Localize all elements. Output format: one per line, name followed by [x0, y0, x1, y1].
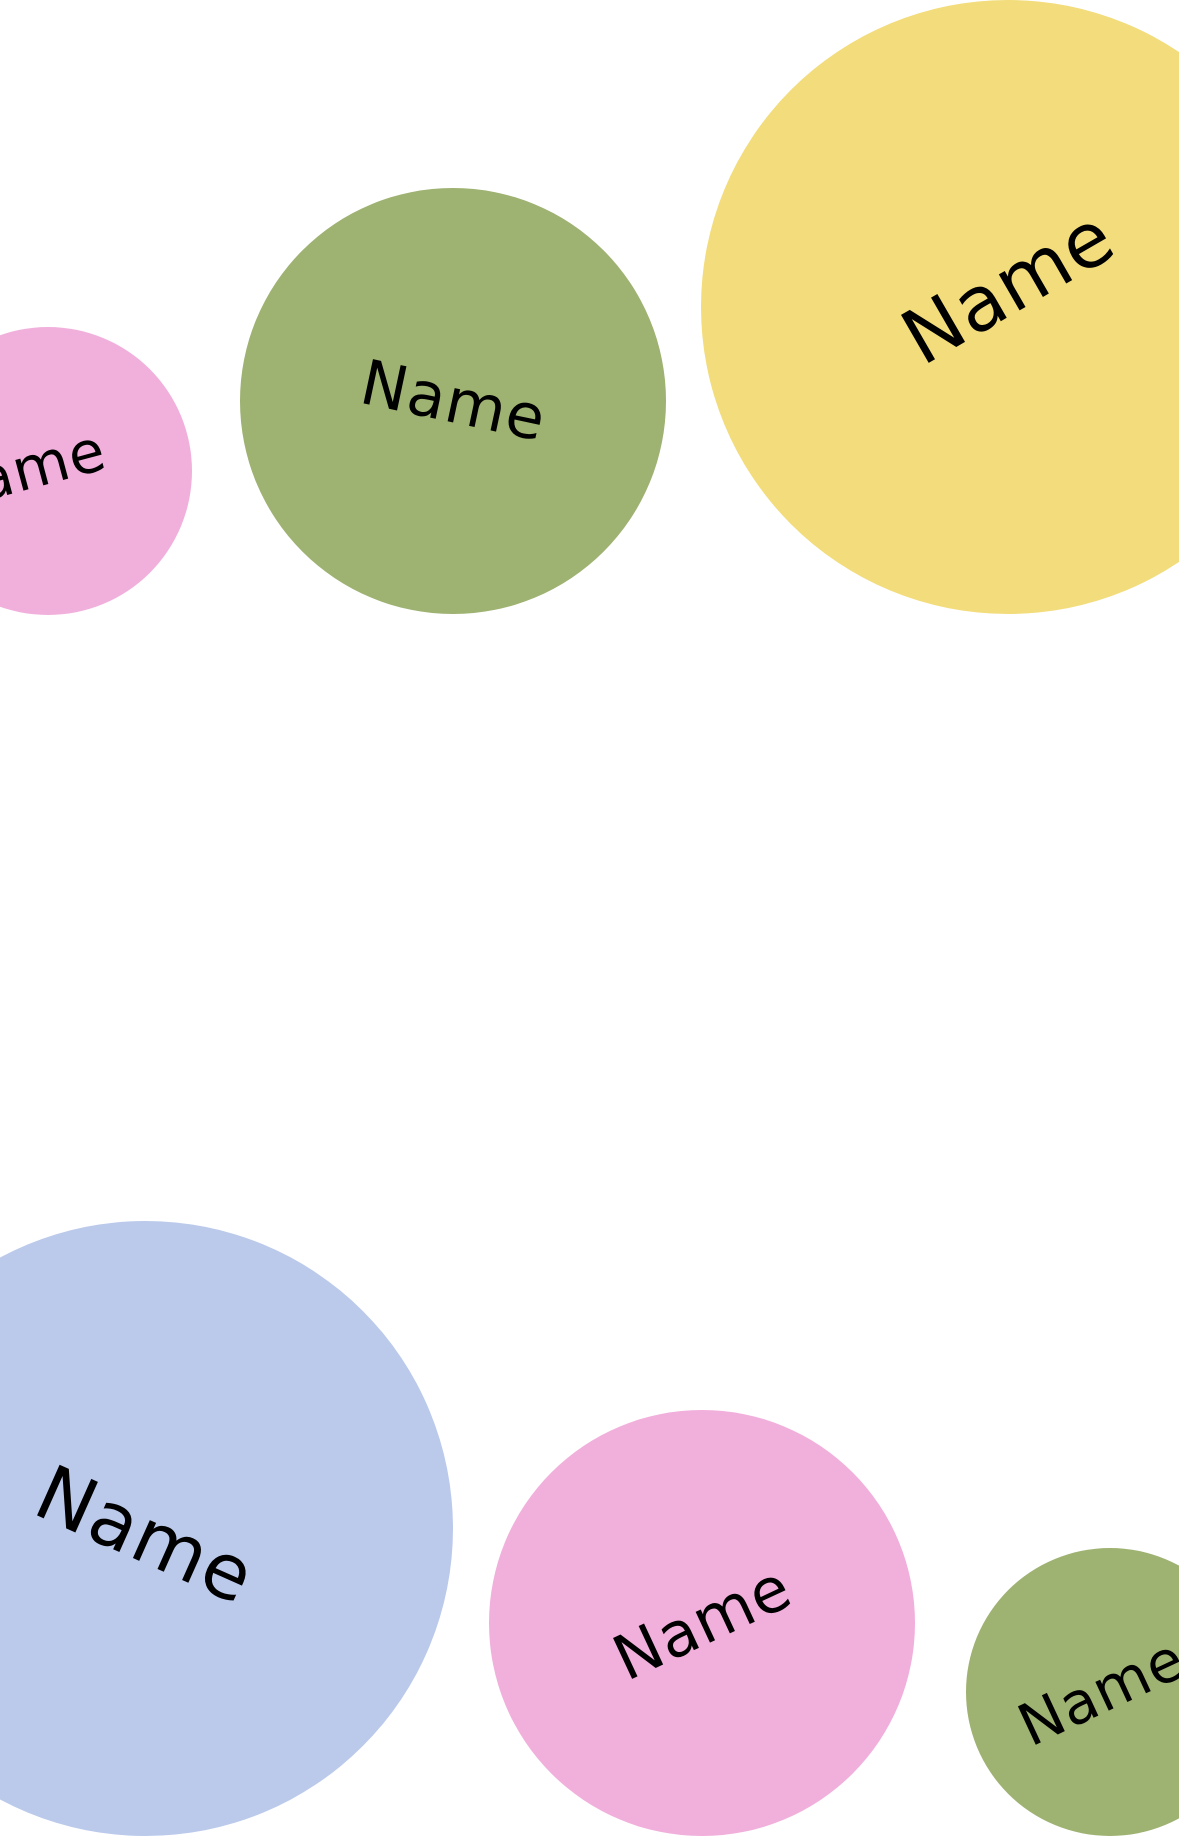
name-bubble-green-top[interactable]: Name: [240, 188, 666, 614]
name-bubble-pink-top[interactable]: Name: [0, 327, 192, 615]
bubble-label: Name: [354, 345, 553, 456]
name-bubble-green-bottom[interactable]: Name: [966, 1548, 1179, 1836]
name-bubble-blue-bottom[interactable]: Name: [0, 1221, 453, 1836]
bubble-label: Name: [23, 1446, 269, 1622]
name-bubble-pink-bottom[interactable]: Name: [489, 1410, 915, 1836]
bubble-label: Name: [0, 415, 114, 527]
bubble-label: Name: [1008, 1624, 1179, 1760]
name-bubble-yellow-top[interactable]: Name: [701, 0, 1179, 614]
bubble-label: Name: [886, 190, 1129, 383]
bubble-label: Name: [601, 1549, 802, 1696]
